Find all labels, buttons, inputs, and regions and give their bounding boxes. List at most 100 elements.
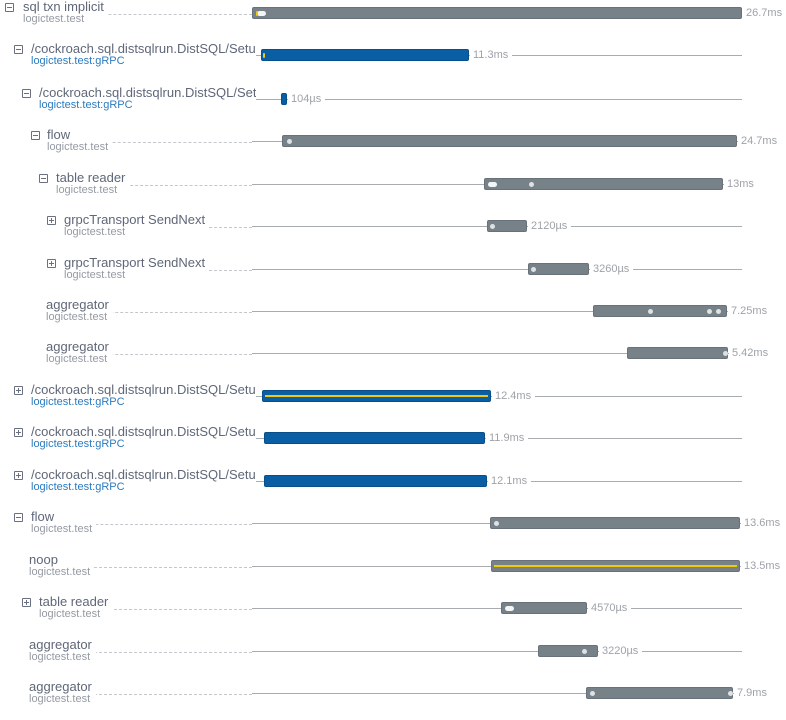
row-guide-line xyxy=(252,608,742,609)
log-marker[interactable] xyxy=(531,267,536,272)
span-row[interactable]: sql txn implicit logictest.test 26.7ms xyxy=(0,0,786,40)
log-marker[interactable] xyxy=(723,351,728,356)
span-row[interactable]: aggregator logictest.test 3220µs xyxy=(0,638,786,678)
span-row[interactable]: table reader logictest.test 4570µs xyxy=(0,595,786,635)
span-bar[interactable] xyxy=(491,560,740,572)
span-label[interactable]: /cockroach.sql.distsqlrun.DistSQL/SetupF… xyxy=(31,383,256,408)
span-service: logictest.test:gRPC xyxy=(31,481,125,493)
expand-icon[interactable] xyxy=(14,428,23,437)
log-marker[interactable] xyxy=(505,606,514,611)
span-row[interactable]: grpcTransport SendNext logictest.test 326… xyxy=(0,256,786,296)
span-row[interactable]: /cockroach.sql.distsqlrun.DistSQL/SetupF… xyxy=(0,383,786,423)
span-bar[interactable] xyxy=(490,517,740,529)
expand-icon[interactable] xyxy=(14,386,23,395)
log-marker[interactable] xyxy=(648,309,653,314)
collapse-icon[interactable] xyxy=(39,174,48,183)
span-bar[interactable] xyxy=(262,390,491,402)
collapse-icon[interactable] xyxy=(22,89,31,98)
span-row[interactable]: table reader logictest.test 13ms xyxy=(0,171,786,211)
span-bar[interactable] xyxy=(538,645,598,657)
collapse-icon[interactable] xyxy=(31,131,40,140)
span-duration: 12.1ms xyxy=(488,475,532,487)
span-duration: 26.7ms xyxy=(743,7,786,19)
row-guide-dashed xyxy=(47,142,252,143)
expand-icon[interactable] xyxy=(47,216,56,225)
span-service: logictest.test xyxy=(31,523,93,535)
log-marker[interactable] xyxy=(287,139,292,144)
span-bar[interactable] xyxy=(487,220,527,232)
span-row[interactable]: /cockroach.sql.distsqlrun.DistSQL/SetupF… xyxy=(0,42,786,82)
span-label[interactable]: flow logictest.test xyxy=(47,128,113,153)
log-marker[interactable] xyxy=(716,309,721,314)
span-row[interactable]: /cockroach.sql.distsqlrun.DistSQL/SetupF… xyxy=(0,86,786,126)
span-row[interactable]: noop logictest.test 13.5ms xyxy=(0,553,786,593)
span-bar[interactable] xyxy=(528,263,589,275)
expand-icon[interactable] xyxy=(22,598,31,607)
span-label[interactable]: aggregator logictest.test xyxy=(46,298,113,323)
span-duration: 104µs xyxy=(288,93,326,105)
span-name: /cockroach.sql.distsqlrun.DistSQL/SetupF… xyxy=(31,468,256,482)
span-row[interactable]: /cockroach.sql.distsqlrun.DistSQL/SetupF… xyxy=(0,468,786,508)
span-bar[interactable] xyxy=(281,93,287,105)
span-label[interactable]: aggregator logictest.test xyxy=(29,638,96,663)
span-name: flow xyxy=(31,510,55,524)
log-marker[interactable] xyxy=(256,11,258,16)
span-duration: 4570µs xyxy=(588,602,632,614)
log-marker[interactable] xyxy=(257,11,266,16)
span-name: /cockroach.sql.distsqlrun.DistSQL/SetupF… xyxy=(31,42,256,56)
span-label[interactable]: /cockroach.sql.distsqlrun.DistSQL/SetupF… xyxy=(39,86,256,111)
log-marker[interactable] xyxy=(707,309,712,314)
span-label[interactable]: sql txn implicit logictest.test xyxy=(23,0,108,25)
log-marker[interactable] xyxy=(488,182,497,187)
span-label[interactable]: aggregator logictest.test xyxy=(46,340,113,365)
span-label[interactable]: table reader logictest.test xyxy=(39,595,113,620)
span-label[interactable]: grpcTransport SendNext logictest.test xyxy=(64,256,210,281)
span-label[interactable]: grpcTransport SendNext logictest.test xyxy=(64,213,210,238)
span-row[interactable]: aggregator logictest.test 7.25ms xyxy=(0,298,786,338)
log-marker[interactable] xyxy=(590,691,595,696)
span-bar[interactable] xyxy=(264,432,485,444)
expand-icon[interactable] xyxy=(14,471,23,480)
collapse-icon[interactable] xyxy=(14,45,23,54)
span-label[interactable]: aggregator logictest.test xyxy=(29,680,96,705)
span-label[interactable]: /cockroach.sql.distsqlrun.DistSQL/SetupF… xyxy=(31,42,256,67)
span-bar[interactable] xyxy=(627,347,728,359)
collapse-icon[interactable] xyxy=(14,513,23,522)
span-bar[interactable] xyxy=(252,7,742,19)
span-row[interactable]: aggregator logictest.test 7.9ms xyxy=(0,680,786,720)
log-marker[interactable] xyxy=(263,53,265,58)
span-name: sql txn implicit xyxy=(23,0,104,14)
row-guide-dashed xyxy=(46,354,252,355)
span-name: table reader xyxy=(56,171,126,185)
span-label[interactable]: table reader logictest.test xyxy=(56,171,130,196)
span-service: logictest.test xyxy=(46,311,108,323)
span-row[interactable]: grpcTransport SendNext logictest.test 212… xyxy=(0,213,786,253)
span-bar[interactable] xyxy=(261,49,469,61)
log-marker[interactable] xyxy=(494,521,499,526)
span-row[interactable]: aggregator logictest.test 5.42ms xyxy=(0,340,786,380)
span-label[interactable]: noop logictest.test xyxy=(29,553,95,578)
span-bar[interactable] xyxy=(593,305,727,317)
span-label[interactable]: /cockroach.sql.distsqlrun.DistSQL/SetupF… xyxy=(31,425,256,450)
span-bar[interactable] xyxy=(264,475,487,487)
span-row[interactable]: /cockroach.sql.distsqlrun.DistSQL/SetupF… xyxy=(0,425,786,465)
span-bar[interactable] xyxy=(586,687,733,699)
span-duration: 13.6ms xyxy=(741,517,785,529)
span-service: logictest.test xyxy=(29,693,91,705)
span-service: logictest.test:gRPC xyxy=(31,438,125,450)
span-duration: 13.5ms xyxy=(741,560,785,572)
span-bar[interactable] xyxy=(484,178,723,190)
log-marker[interactable] xyxy=(529,182,534,187)
span-row[interactable]: flow logictest.test 24.7ms xyxy=(0,128,786,168)
span-label[interactable]: flow logictest.test xyxy=(31,510,97,535)
span-bar[interactable] xyxy=(282,135,737,147)
span-bar[interactable] xyxy=(501,602,587,614)
log-marker[interactable] xyxy=(582,649,587,654)
log-marker[interactable] xyxy=(728,691,733,696)
critical-path-stripe xyxy=(265,395,488,397)
collapse-icon[interactable] xyxy=(5,3,14,12)
log-marker[interactable] xyxy=(490,224,495,229)
span-label[interactable]: /cockroach.sql.distsqlrun.DistSQL/SetupF… xyxy=(31,468,256,493)
expand-icon[interactable] xyxy=(47,259,56,268)
span-row[interactable]: flow logictest.test 13.6ms xyxy=(0,510,786,550)
